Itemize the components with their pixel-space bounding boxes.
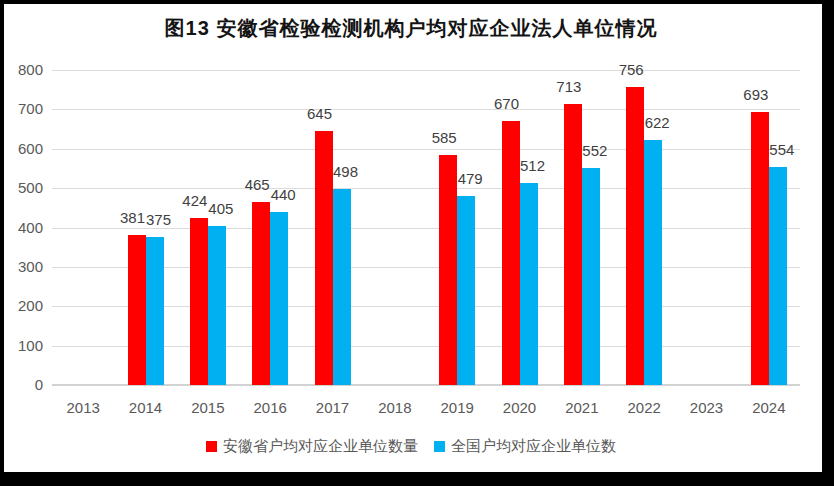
data-label-national-2015: 405 — [196, 200, 246, 218]
x-axis-label-2016: 2016 — [239, 399, 301, 417]
data-label-national-2017: 498 — [321, 163, 371, 181]
bar-anhui-2016 — [252, 202, 270, 385]
data-label-national-2021: 552 — [570, 142, 620, 160]
gridline-500 — [52, 188, 800, 189]
data-label-national-2022: 622 — [632, 114, 682, 132]
gridline-100 — [52, 346, 800, 347]
chart-canvas: 图13 安徽省检验检测机构户均对应企业法人单位情况 01002003004005… — [0, 0, 834, 486]
y-axis-label-700: 700 — [0, 100, 43, 118]
y-axis-label-400: 400 — [0, 219, 43, 237]
bar-national-2019 — [457, 196, 475, 385]
x-axis-line — [52, 384, 800, 386]
bar-national-2022 — [644, 140, 662, 385]
data-label-anhui-2020: 670 — [482, 95, 532, 113]
y-axis-label-800: 800 — [0, 61, 43, 79]
y-axis-label-500: 500 — [0, 179, 43, 197]
data-label-anhui-2019: 585 — [419, 129, 469, 147]
legend-item-national: 全国户均对应企业单位数 — [434, 437, 616, 456]
bar-national-2016 — [270, 212, 288, 385]
y-axis-label-0: 0 — [0, 376, 43, 394]
data-label-national-2016: 440 — [258, 186, 308, 204]
frame-border-top — [0, 0, 834, 4]
x-axis-label-2023: 2023 — [676, 399, 738, 417]
plot-area: 0100200300400500600700800201320143813752… — [0, 0, 834, 486]
data-label-anhui-2017: 645 — [295, 105, 345, 123]
bar-anhui-2015 — [190, 218, 208, 385]
bar-national-2024 — [769, 167, 787, 385]
y-axis-label-200: 200 — [0, 297, 43, 315]
legend-swatch-anhui-icon — [206, 441, 217, 452]
x-axis-label-2015: 2015 — [177, 399, 239, 417]
y-axis-label-300: 300 — [0, 258, 43, 276]
bar-national-2014 — [146, 237, 164, 385]
bar-national-2015 — [208, 226, 226, 385]
data-label-national-2014: 375 — [134, 211, 184, 229]
x-axis-label-2013: 2013 — [52, 399, 114, 417]
legend-label-anhui: 安徽省户均对应企业单位数量 — [223, 437, 418, 456]
gridline-200 — [52, 306, 800, 307]
data-label-anhui-2024: 693 — [731, 86, 781, 104]
frame-border-left — [0, 0, 4, 486]
x-axis-label-2017: 2017 — [302, 399, 364, 417]
data-label-national-2019: 479 — [445, 170, 495, 188]
bar-national-2021 — [582, 168, 600, 385]
gridline-300 — [52, 267, 800, 268]
x-axis-label-2022: 2022 — [613, 399, 675, 417]
frame-border-bottom — [0, 472, 834, 486]
legend-item-anhui: 安徽省户均对应企业单位数量 — [206, 437, 418, 456]
data-label-national-2020: 512 — [508, 157, 558, 175]
y-axis-label-600: 600 — [0, 140, 43, 158]
legend-label-national: 全国户均对应企业单位数 — [451, 437, 616, 456]
frame-border-right — [822, 0, 834, 486]
x-axis-label-2020: 2020 — [489, 399, 551, 417]
data-label-anhui-2021: 713 — [544, 78, 594, 96]
x-axis-label-2014: 2014 — [115, 399, 177, 417]
x-axis-label-2024: 2024 — [738, 399, 800, 417]
legend-swatch-national-icon — [434, 441, 445, 452]
data-label-anhui-2022: 756 — [606, 61, 656, 79]
legend: 安徽省户均对应企业单位数量 全国户均对应企业单位数 — [0, 437, 822, 456]
x-axis-label-2018: 2018 — [364, 399, 426, 417]
gridline-800 — [52, 70, 800, 71]
bar-anhui-2019 — [439, 155, 457, 385]
bar-national-2017 — [333, 189, 351, 385]
data-label-national-2024: 554 — [757, 141, 807, 159]
bar-anhui-2014 — [128, 235, 146, 385]
y-axis-label-100: 100 — [0, 337, 43, 355]
x-axis-label-2019: 2019 — [426, 399, 488, 417]
bar-national-2020 — [520, 183, 538, 385]
gridline-600 — [52, 149, 800, 150]
x-axis-label-2021: 2021 — [551, 399, 613, 417]
gridline-700 — [52, 109, 800, 110]
